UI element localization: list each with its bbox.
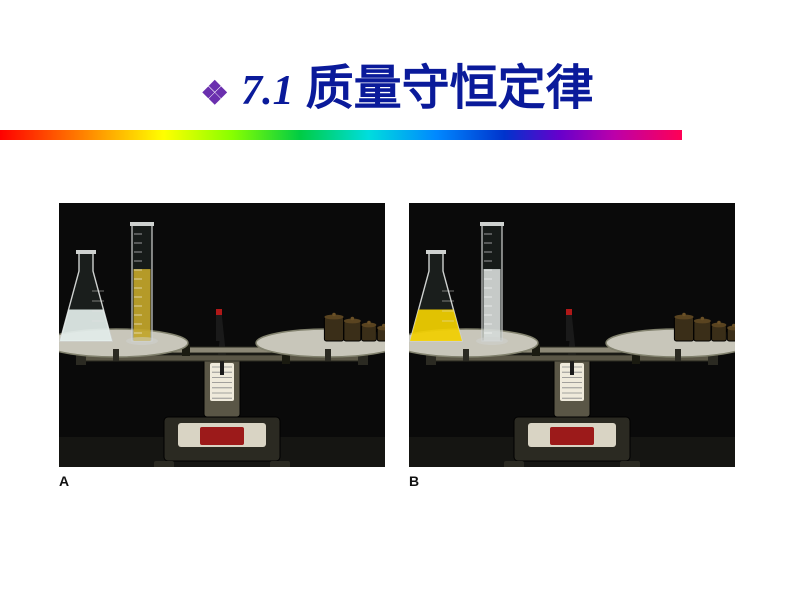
balance-image-a bbox=[59, 203, 385, 467]
title-text: 质量守恒定律 bbox=[306, 48, 594, 118]
spectrum-divider bbox=[0, 130, 682, 140]
balance-image-b bbox=[409, 203, 735, 467]
images-row: A B bbox=[0, 203, 794, 489]
panel-a-label: A bbox=[59, 473, 385, 489]
panel-a: A bbox=[59, 203, 385, 489]
title-section-number: 7.1 bbox=[241, 67, 294, 115]
panel-b-label: B bbox=[409, 473, 735, 489]
title-bullet: ❖ bbox=[200, 74, 229, 112]
panel-b: B bbox=[409, 203, 735, 489]
slide-title-row: ❖ 7.1 质量守恒定律 bbox=[0, 0, 794, 118]
